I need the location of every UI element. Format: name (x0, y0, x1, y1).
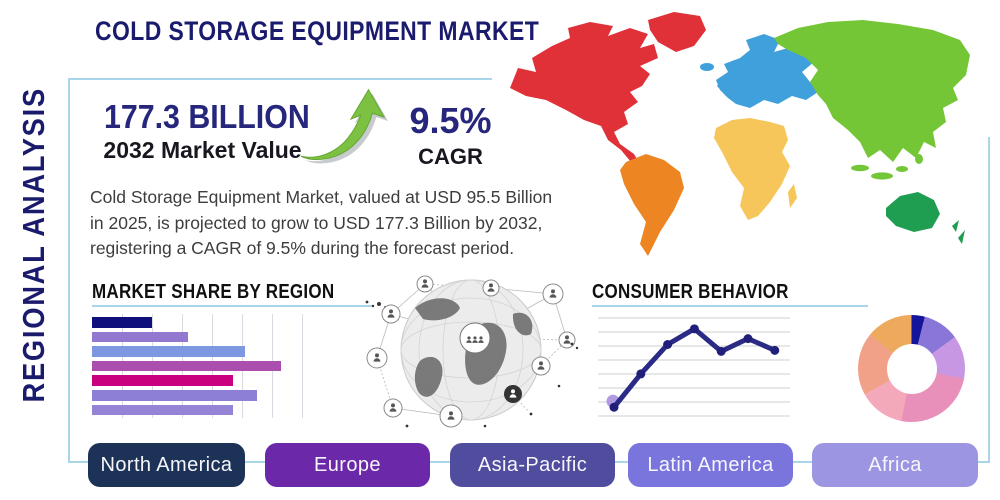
consumer-behavior-underline (592, 305, 868, 307)
map-japan (916, 78, 929, 104)
globe-network-graphic (365, 275, 579, 428)
market-value-caption: 2032 Market Value (103, 137, 302, 163)
map-australia (886, 192, 940, 232)
map-island-2 (871, 172, 893, 180)
page-title: COLD STORAGE EQUIPMENT MARKET (95, 16, 540, 46)
map-north-america (510, 22, 658, 164)
donut-hole (886, 343, 937, 394)
growth-arrow-icon (300, 88, 389, 164)
market-share-heading: MARKET SHARE BY REGION (92, 281, 335, 303)
market-value-stat: 177.3 BILLION 2032 Market Value (95, 98, 310, 164)
map-island-1 (851, 164, 869, 172)
region-button-latin-america[interactable]: Latin America (628, 443, 793, 487)
bar-segment (92, 317, 152, 328)
side-label: REGIONAL ANALYSIS (16, 87, 51, 403)
panel-border-left (68, 78, 70, 463)
map-island-3 (896, 166, 908, 172)
region-button-africa[interactable]: Africa (812, 443, 978, 487)
cagr-caption: CAGR (418, 144, 483, 169)
consumer-behavior-line-chart (598, 317, 790, 417)
bar-segment (92, 375, 233, 386)
map-island-4 (915, 154, 923, 164)
underline-dot-1 (377, 302, 381, 306)
regional-donut-chart (858, 315, 965, 422)
map-greenland (648, 12, 706, 52)
map-asia (774, 20, 970, 162)
bar-segment (92, 360, 281, 372)
cagr-stat: 9.5% CAGR (398, 100, 503, 170)
bar-segment (92, 331, 188, 343)
panel-border-top (68, 78, 492, 80)
map-europe (716, 34, 818, 108)
map-madagascar (788, 184, 797, 208)
consumer-behavior-heading: CONSUMER BEHAVIOR (592, 281, 789, 303)
map-uk (717, 76, 730, 96)
map-iceland (700, 63, 714, 71)
region-button-asia-pacific[interactable]: Asia-Pacific (450, 443, 615, 487)
cagr-number: 9.5% (409, 100, 492, 141)
world-map-graphic (510, 12, 970, 256)
market-share-underline (92, 305, 374, 307)
panel-border-right (988, 137, 990, 463)
market-description: Cold Storage Equipment Market, valued at… (90, 187, 553, 259)
market-share-bar-chart (92, 314, 322, 422)
bar-segment (92, 390, 257, 401)
region-button-north-america[interactable]: North America (88, 443, 245, 487)
map-africa (714, 118, 790, 220)
bar-segment (92, 346, 245, 357)
map-south-america (620, 154, 684, 256)
bar-segment (92, 404, 233, 416)
region-button-europe[interactable]: Europe (265, 443, 430, 487)
map-new-zealand (952, 220, 965, 244)
market-value-number: 177.3 BILLION (103, 98, 310, 135)
